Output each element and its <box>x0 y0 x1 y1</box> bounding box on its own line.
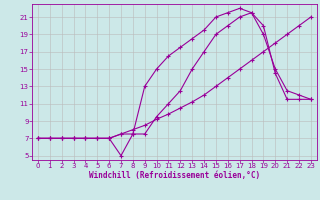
X-axis label: Windchill (Refroidissement éolien,°C): Windchill (Refroidissement éolien,°C) <box>89 171 260 180</box>
